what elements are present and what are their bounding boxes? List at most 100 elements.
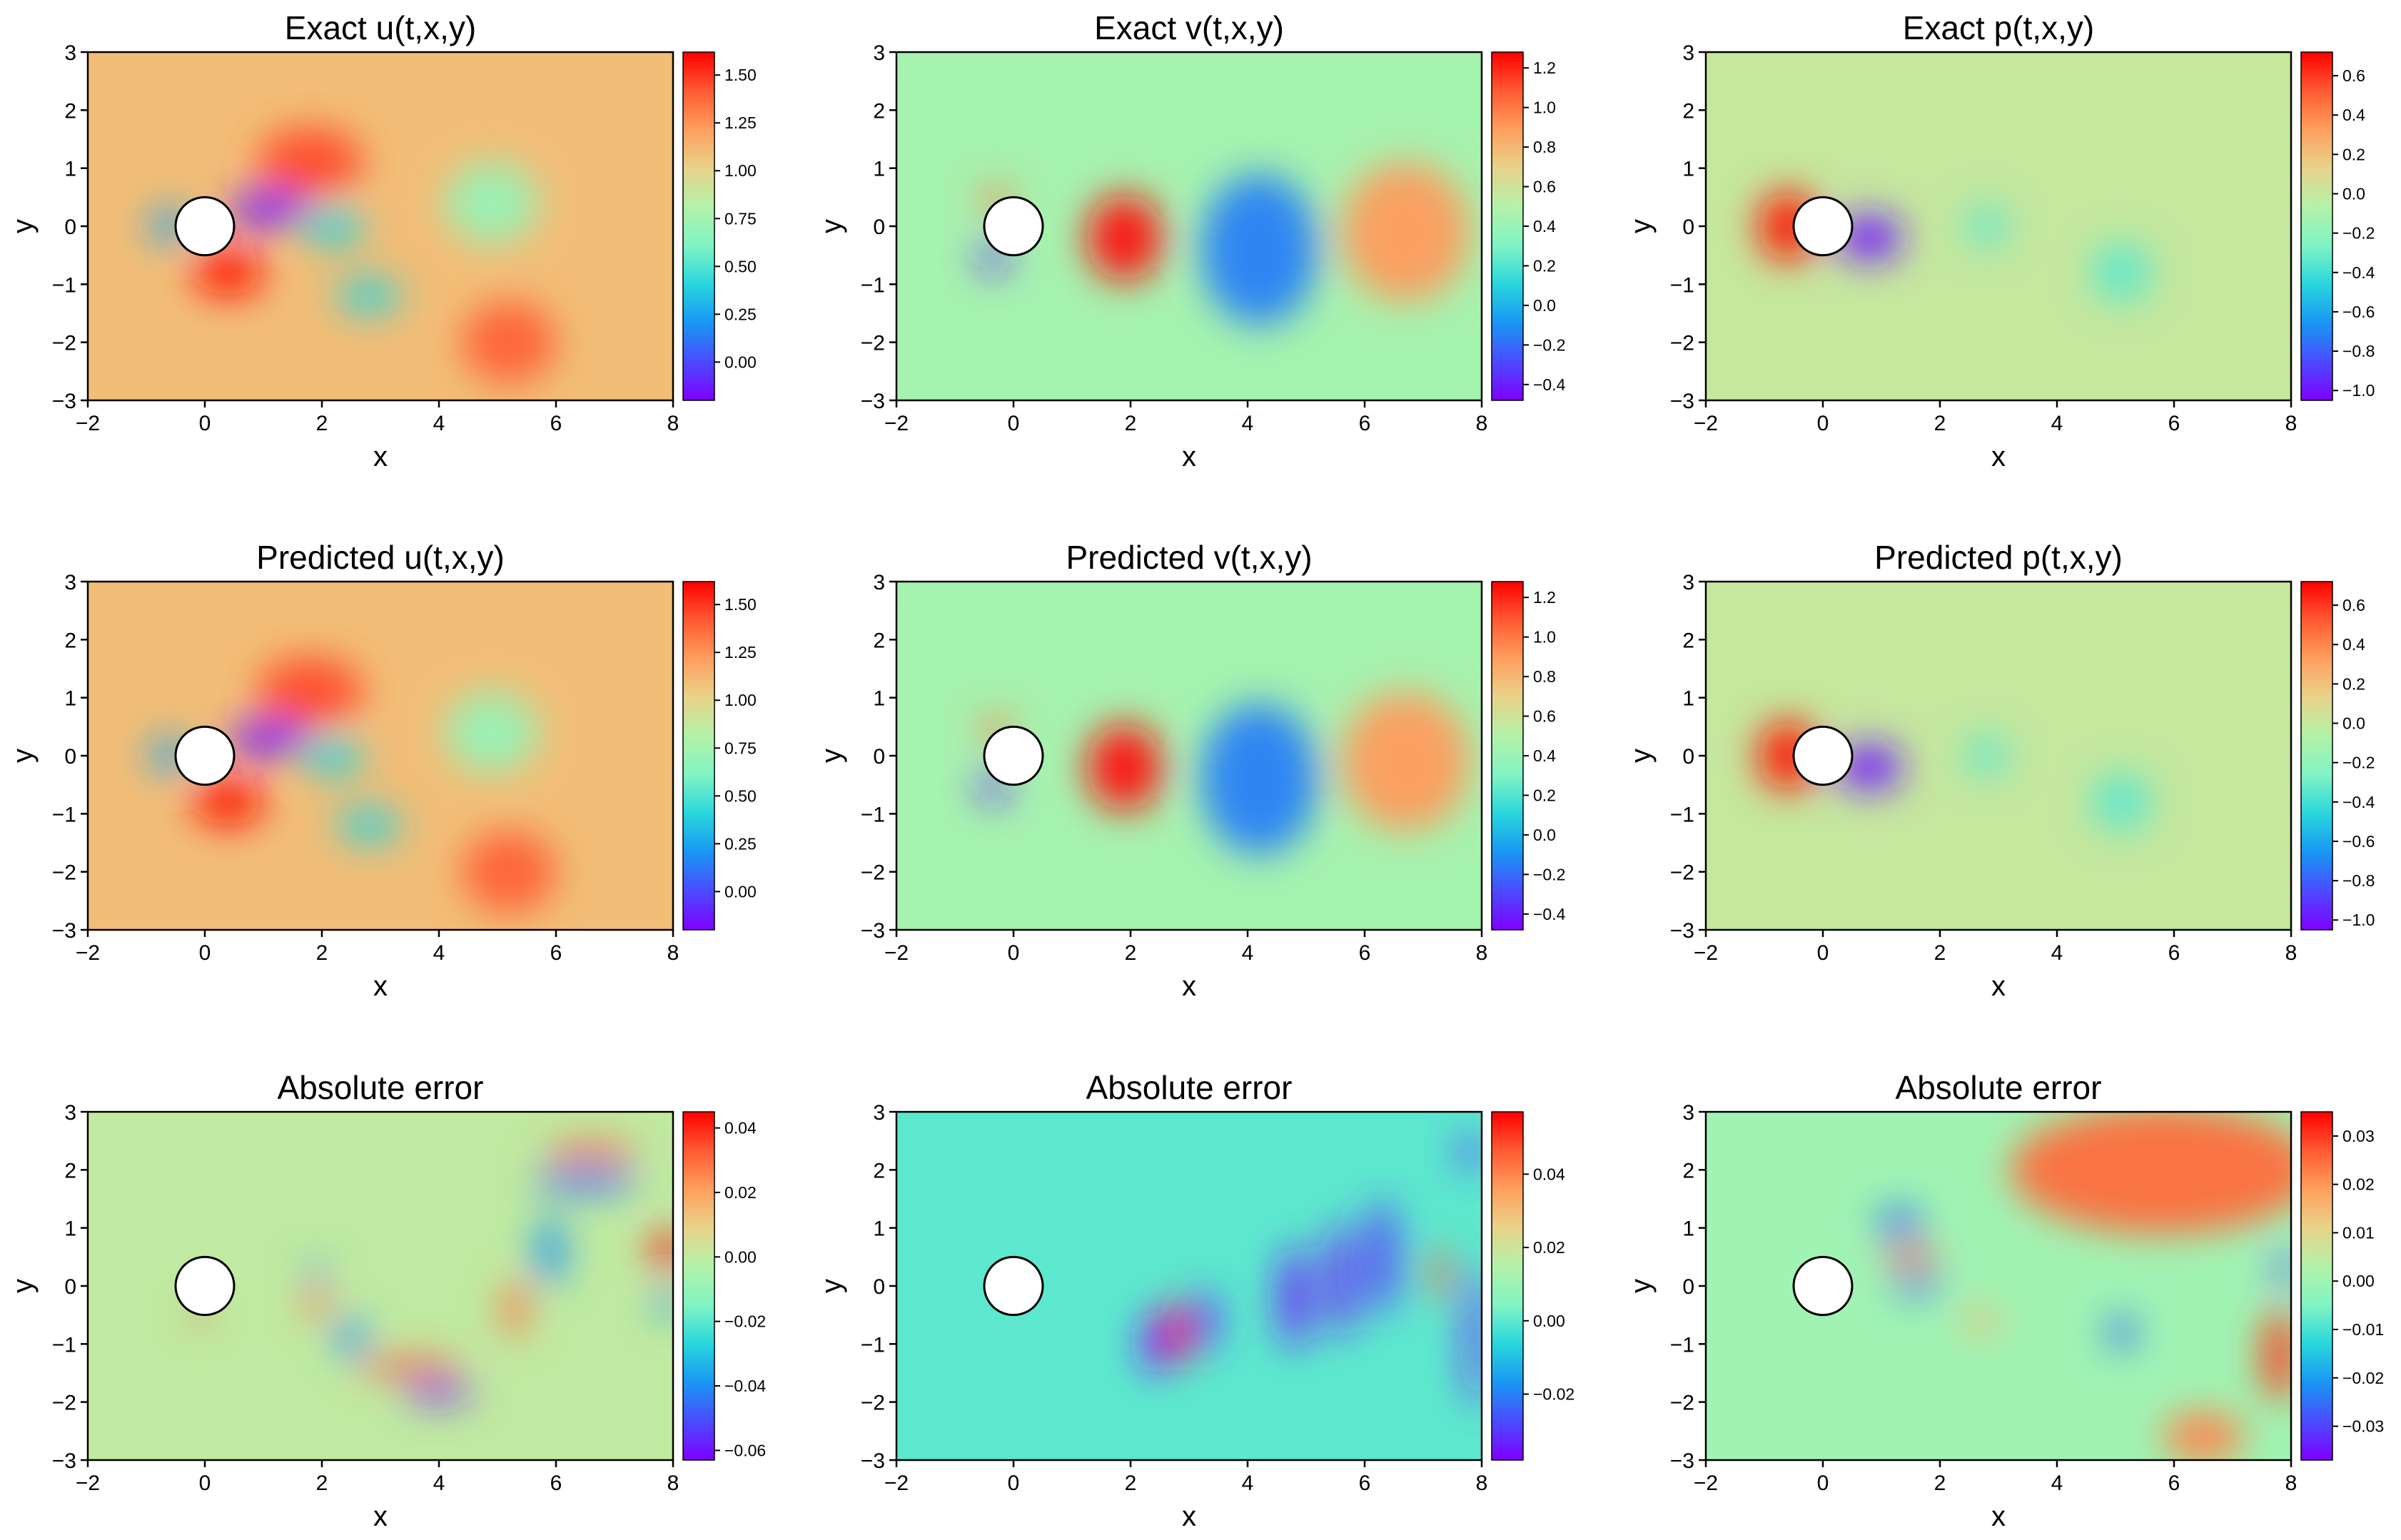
colorbar-tick-label: 0.02	[724, 1183, 757, 1202]
colorbar-tick-label: 0.2	[1533, 786, 1556, 804]
colorbar-tick-label: 0.0	[1533, 826, 1556, 844]
x-tick-label: 0	[199, 941, 211, 965]
x-tick-label: 2	[1934, 941, 1946, 965]
y-tick-label: 1	[873, 1217, 885, 1241]
x-tick-label: 0	[1008, 1471, 1020, 1495]
x-tick-label: 8	[1476, 412, 1488, 435]
y-tick-label: 3	[1682, 1101, 1694, 1125]
field-structures	[1875, 1112, 2291, 1460]
colorbar-tick-label: −0.06	[724, 1441, 766, 1459]
x-tick-label: 0	[1008, 941, 1020, 965]
y-tick-label: −2	[52, 861, 76, 885]
x-tick-label: 6	[1359, 941, 1371, 965]
y-tick-label: 0	[873, 745, 885, 769]
field-blob-3	[2092, 773, 2151, 831]
field-blob-1	[304, 206, 363, 247]
panel-title: Predicted u(t,x,y)	[256, 539, 505, 576]
colorbar-tick-label: 0.75	[724, 209, 757, 228]
field-blob-0	[228, 191, 310, 226]
y-tick-label: −1	[52, 273, 76, 297]
panel-title: Predicted v(t,x,y)	[1066, 539, 1312, 576]
y-tick-label: −1	[1670, 273, 1694, 297]
y-tick-label: 3	[64, 571, 76, 594]
panel-title: Absolute error	[1086, 1069, 1293, 1106]
y-tick-label: 0	[873, 216, 885, 239]
field-blob-2	[1341, 692, 1470, 831]
x-tick-label: −2	[1694, 1471, 1718, 1495]
colorbar-tick-label: 0.6	[1533, 178, 1556, 196]
y-tick-label: 2	[1682, 1159, 1694, 1182]
field-exact-u	[88, 52, 673, 400]
field-blob-0	[1086, 194, 1163, 282]
x-tick-label: 4	[433, 412, 445, 435]
y-axis-label: y	[7, 749, 39, 763]
x-tick-label: 2	[1934, 412, 1946, 435]
field-blob-5	[1884, 1248, 1937, 1266]
field-blob-2	[336, 278, 401, 313]
field-blob-2	[1966, 735, 2008, 776]
colorbar-tick-label: −0.02	[724, 1312, 766, 1331]
x-tick-label: 8	[667, 941, 679, 965]
y-axis-label: y	[1625, 749, 1657, 763]
field-blob-3	[304, 1289, 328, 1318]
colorbar-tick-label: 1.2	[1533, 59, 1556, 77]
colorbar	[1491, 1111, 1524, 1461]
y-tick-label: 0	[1682, 216, 1694, 239]
y-axis-label: y	[7, 1279, 39, 1293]
colorbar-tick-label: −0.4	[1533, 375, 1566, 394]
colorbar	[2300, 1111, 2333, 1461]
x-tick-label: 4	[1242, 412, 1254, 435]
field-blob-2	[1341, 162, 1470, 302]
colorbar	[682, 581, 715, 931]
colorbar-tick-label: 1.50	[724, 66, 757, 84]
field-blob-5	[1368, 1199, 1397, 1315]
colorbar-tick-label: −1.0	[2342, 911, 2375, 929]
cylinder-obstacle	[983, 725, 1044, 786]
x-tick-label: 8	[667, 412, 679, 435]
x-tick-label: −2	[884, 412, 909, 435]
colorbar-tick-label: 0.00	[2342, 1272, 2375, 1290]
x-tick-label: 8	[1476, 941, 1488, 965]
field-blob-6	[544, 1143, 638, 1162]
y-tick-label: −1	[861, 1333, 885, 1357]
y-tick-label: 0	[64, 1275, 76, 1299]
panel-title: Exact v(t,x,y)	[1094, 9, 1284, 46]
colorbar-tick-label: 0.02	[1533, 1238, 1565, 1257]
x-tick-label: 0	[1008, 412, 1020, 435]
y-tick-label: 1	[873, 158, 885, 181]
x-tick-label: 8	[2285, 412, 2298, 435]
field-blob-1	[1200, 173, 1318, 325]
field-blob-7	[535, 1216, 565, 1286]
colorbar-tick-label: 0.01	[2342, 1223, 2375, 1242]
x-tick-label: 6	[2168, 1471, 2180, 1495]
x-axis-label: x	[1182, 1501, 1196, 1532]
x-tick-label: 4	[2051, 941, 2063, 965]
field-blob-8	[1963, 1306, 1998, 1336]
field-structures	[149, 127, 557, 383]
x-tick-label: 4	[2051, 1471, 2063, 1495]
x-axis-label: x	[1182, 971, 1196, 1002]
colorbar-tick-label: 0.03	[2342, 1127, 2375, 1145]
y-tick-label: 3	[873, 41, 885, 65]
colorbar-tick-label: 0.00	[724, 882, 757, 901]
panel-title: Exact p(t,x,y)	[1903, 9, 2094, 46]
colorbar-tick-label: 0.4	[2342, 635, 2365, 654]
colorbar-tick-label: 0.04	[724, 1119, 757, 1138]
y-tick-label: 2	[64, 1159, 76, 1182]
colorbar-tick-label: 1.00	[724, 161, 757, 180]
field-blob-2	[2162, 1410, 2245, 1460]
y-tick-label: −1	[1670, 803, 1694, 826]
field-blob-0	[1164, 1300, 1191, 1364]
y-tick-label: −2	[861, 1392, 885, 1415]
field-blob-1	[1200, 703, 1318, 855]
field-blob-7	[1875, 1207, 1923, 1237]
x-tick-label: 6	[550, 1471, 562, 1495]
colorbar-tick-label: −0.4	[2342, 263, 2375, 282]
x-tick-label: 2	[316, 412, 328, 435]
colorbar-tick-label: 0.50	[724, 786, 757, 805]
colorbar-tick-label: −0.8	[2342, 342, 2375, 360]
